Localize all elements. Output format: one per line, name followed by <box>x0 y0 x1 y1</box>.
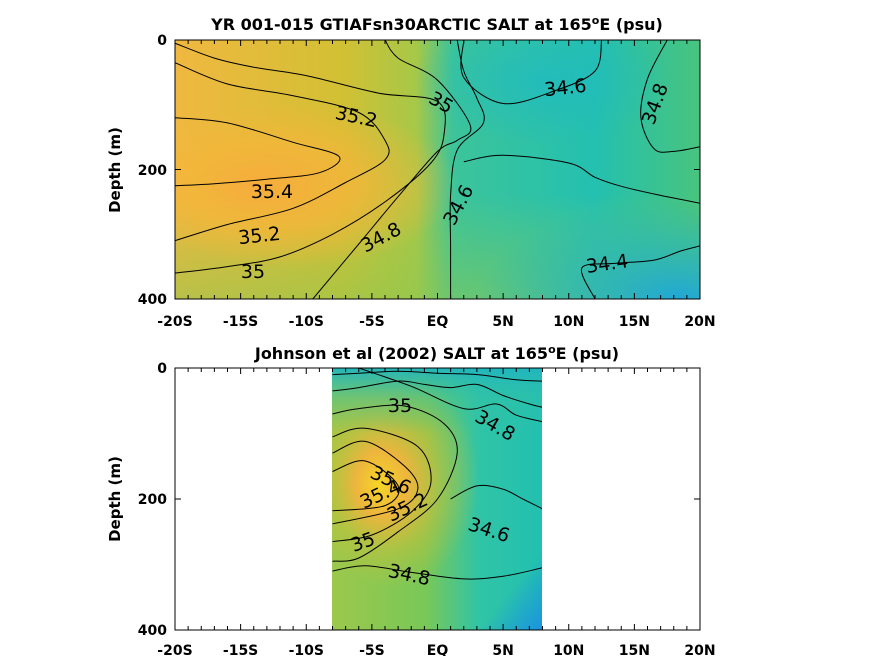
x-tick-label: 5N <box>492 643 513 656</box>
contour-line-35-4 <box>175 117 341 187</box>
y-axis-label: Depth (m) <box>106 456 124 542</box>
contour-line-34-8 <box>640 40 700 153</box>
x-tick-label: 5N <box>492 314 513 330</box>
y-tick-label: 0 <box>157 33 167 49</box>
x-tick-label: -10S <box>289 643 324 656</box>
x-tick-label: 20N <box>684 314 715 330</box>
chart-title: Johnson et al (2002) SALT at 165oE (psu) <box>254 343 619 363</box>
contour-lines <box>332 368 542 580</box>
x-tick-label: 10N <box>553 643 584 656</box>
contour-line-35 <box>175 42 446 274</box>
contour-line-34-6 <box>450 484 542 510</box>
salinity-field <box>175 40 700 299</box>
x-tick-label: EQ <box>427 314 449 330</box>
x-tick-label: -15S <box>223 314 258 330</box>
x-tick-label: -20S <box>157 314 192 330</box>
contour-line-34-6 <box>449 40 485 299</box>
contour-label: 35 <box>241 261 265 283</box>
y-tick-label: 400 <box>138 292 167 308</box>
panel-observed-salinity: Johnson et al (2002) SALT at 165oE (psu)… <box>106 343 716 656</box>
x-tick-label: -5S <box>359 643 385 656</box>
contour-line-34-6 <box>332 380 542 408</box>
contour-line-34-8 <box>312 40 472 299</box>
contour-line-35-6 <box>332 460 400 512</box>
x-tick-label: -20S <box>157 643 192 656</box>
y-tick-labels: 0 200 400 <box>138 361 167 639</box>
y-tick-labels: 0 200 400 <box>138 33 167 308</box>
y-tick-label: 400 <box>138 623 167 639</box>
x-tick-label: EQ <box>427 643 449 656</box>
x-tick-label: 10N <box>553 314 584 330</box>
contour-line-35 <box>332 404 458 562</box>
contour-line-35-4 <box>332 440 419 525</box>
contour-label: 35.4 <box>251 181 293 203</box>
x-tick-labels: -20S -15S -10S -5S EQ 5N 10N 15N 20N <box>157 314 715 330</box>
y-tick-label: 200 <box>138 492 167 508</box>
contour-line-34-4 <box>580 245 700 299</box>
contour-line-35-2 <box>332 427 432 543</box>
x-tick-label: -10S <box>289 314 324 330</box>
contour-label: 34.6 <box>543 75 587 101</box>
x-tick-label: 15N <box>619 314 650 330</box>
salinity-field <box>332 368 542 630</box>
x-tick-labels: -20S -15S -10S -5S EQ 5N 10N 15N 20N <box>157 643 715 656</box>
panel-model-salinity: YR 001-015 GTIAFsn30ARCTIC SALT at 165oE… <box>106 14 716 330</box>
x-tick-label: 20N <box>684 643 715 656</box>
contour-lines <box>175 40 700 299</box>
y-tick-label: 0 <box>157 361 167 377</box>
contour-label: 35 <box>388 395 412 417</box>
contour-label: 35.2 <box>237 223 281 249</box>
x-tick-label: -15S <box>223 643 258 656</box>
chart-title: YR 001-015 GTIAFsn30ARCTIC SALT at 165oE… <box>210 14 663 34</box>
y-tick-label: 200 <box>138 163 167 179</box>
x-tick-label: -5S <box>359 314 385 330</box>
tick-marks <box>174 367 701 631</box>
contour-line-34-8 <box>358 368 542 423</box>
contour-line-34-8 <box>332 565 542 580</box>
contour-line-35-2 <box>175 62 390 242</box>
tick-marks <box>174 39 701 300</box>
x-tick-label: 15N <box>619 643 650 656</box>
y-axis-label: Depth (m) <box>106 127 124 213</box>
contour-line-34-6 <box>463 154 700 204</box>
contour-line-34-6 <box>460 40 603 105</box>
